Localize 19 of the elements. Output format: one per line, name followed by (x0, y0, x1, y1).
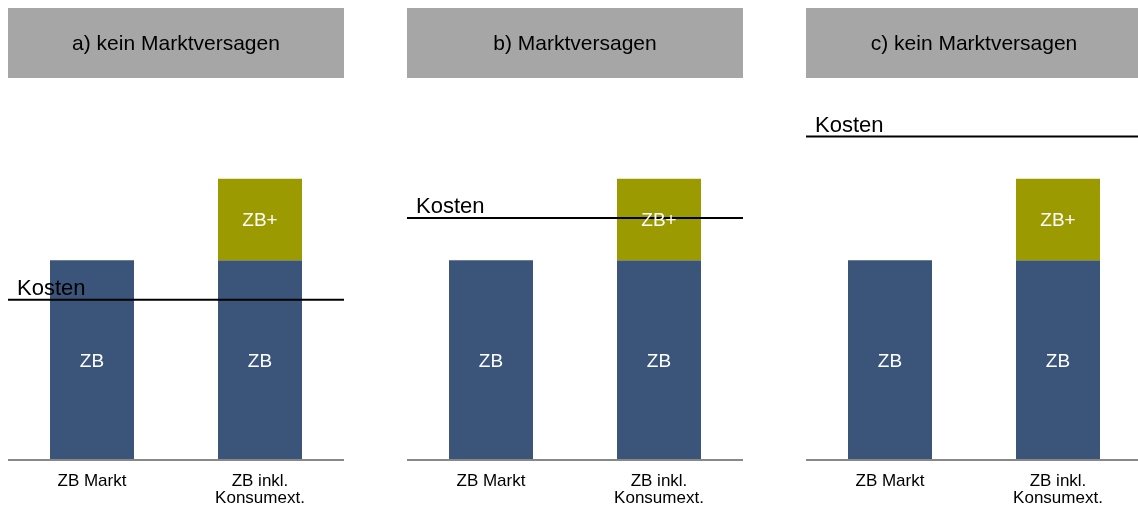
text: ZB (877, 349, 903, 371)
series-label: ZB+ (1040, 209, 1076, 231)
x-tick-label: ZB Markt (855, 471, 925, 491)
chart-title: b) Marktversagen (407, 8, 743, 78)
x-tick-label: ZB Markt (57, 471, 127, 491)
series-label: ZB+ (242, 209, 278, 231)
series-label: ZB (79, 349, 105, 371)
series-label: ZB (478, 349, 504, 371)
chart-title: c) kein Marktversagen (806, 8, 1138, 78)
ref-line-label: Kosten (815, 111, 884, 137)
x-tick-label: ZB inkl. Konsumext. (215, 471, 305, 508)
ref-line-label: Kosten (416, 193, 485, 219)
x-tick-label: ZB inkl. Konsumext. (614, 471, 704, 508)
text: ZB (646, 349, 672, 371)
series-label: ZB (1045, 349, 1071, 371)
x-tick-label: ZB Markt (456, 471, 526, 491)
x-tick-label: ZB inkl. Konsumext. (1013, 471, 1103, 508)
text: ZB (247, 349, 273, 371)
chart-title: a) kein Marktversagen (8, 8, 344, 78)
